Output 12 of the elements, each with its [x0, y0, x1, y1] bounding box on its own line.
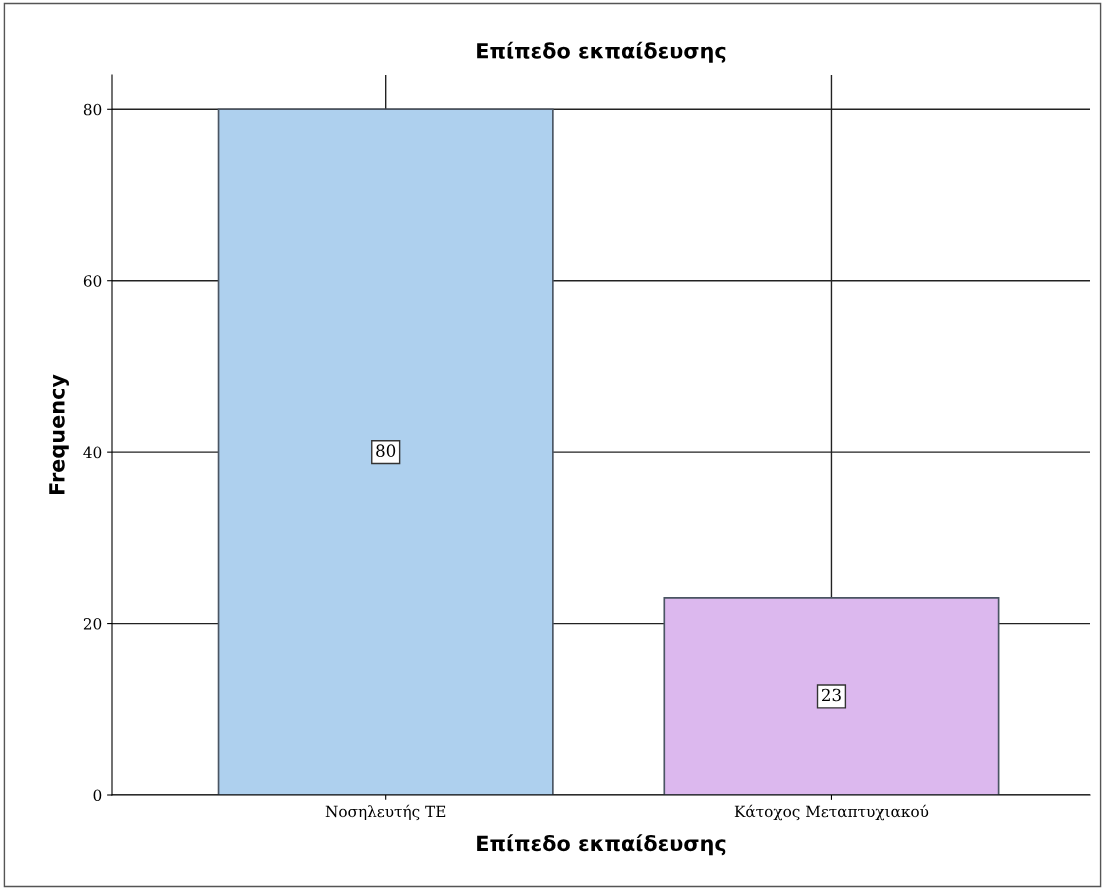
data-label: 23 — [821, 688, 841, 702]
x-axis-title: Επίπεδο εκπαίδευσης — [477, 834, 726, 856]
x-tick-label: Νοσηλευτής ΤΕ — [325, 804, 446, 821]
y-tick-label: 40 — [83, 446, 102, 459]
y-tick-label: 60 — [83, 275, 102, 287]
x-tick-label: Κάτοχος Μεταπτυχιακού — [734, 804, 929, 821]
chart-title: Επίπεδο εκπαίδευσης — [477, 41, 726, 63]
y-tick-label: 0 — [93, 789, 102, 802]
y-tick-label: 80 — [83, 103, 102, 116]
y-tick-label: 20 — [83, 618, 102, 630]
data-label: 80 — [376, 444, 396, 457]
y-axis-title: Frequency — [49, 374, 69, 495]
